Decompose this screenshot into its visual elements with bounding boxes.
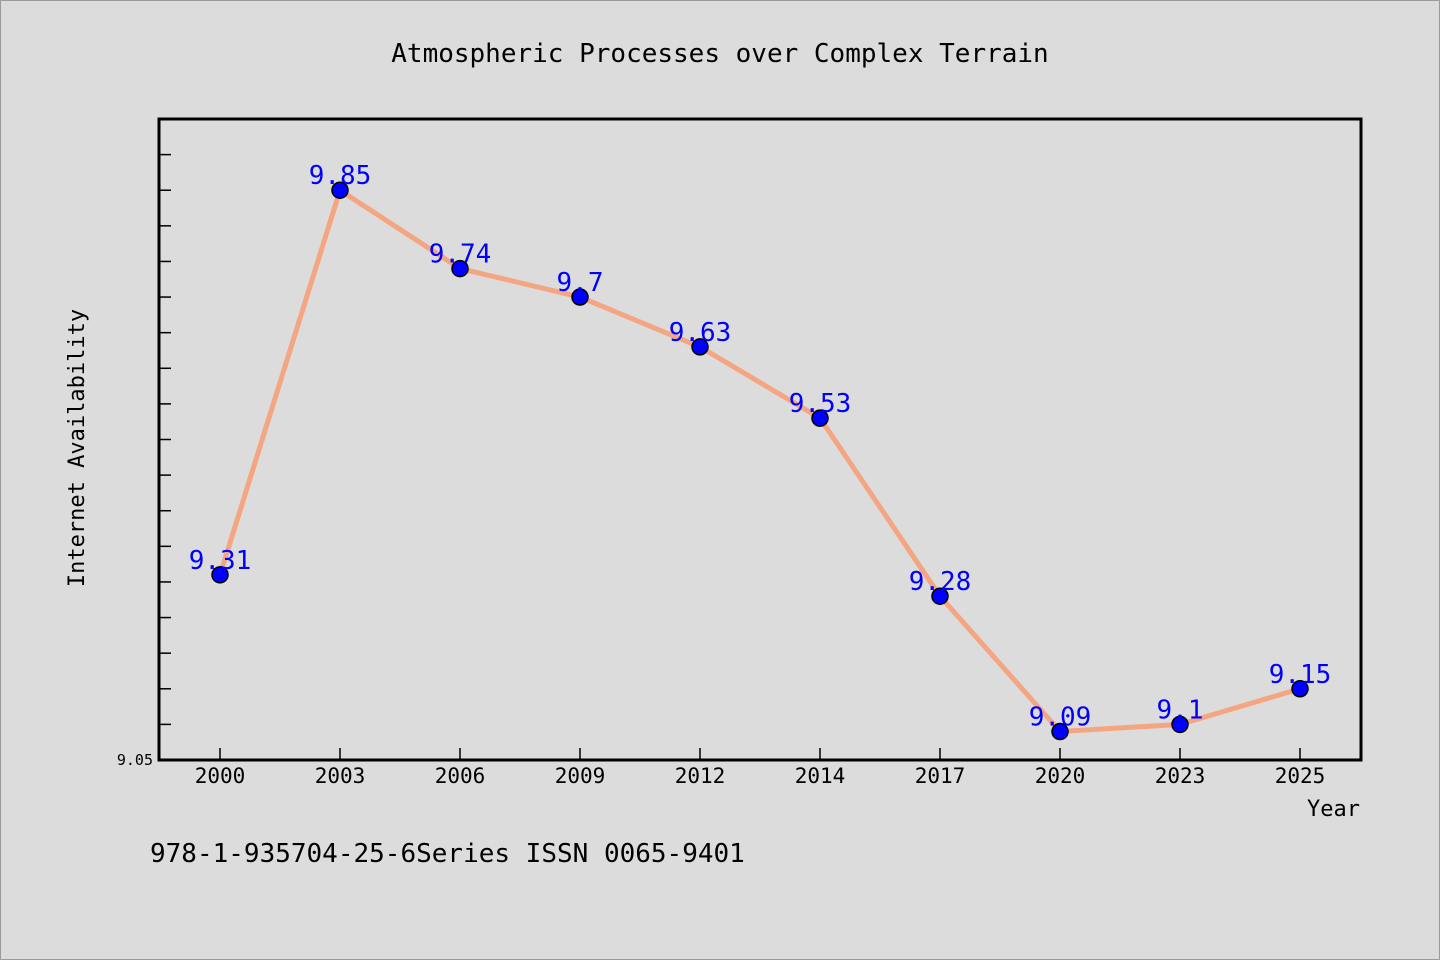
x-axis-ticks: 2000 2003 2006 2009 2012 2014 2017 2020 2023 2025 bbox=[195, 748, 1326, 788]
data-labels: 9.31 9.85 9.74 9.7 9.63 9.53 9.28 9.09 9.1 9.15 bbox=[189, 161, 1332, 732]
footer-isbn-text: 978-1-935704-25-6Series ISSN 0065-9401 bbox=[150, 839, 745, 869]
y-axis-ticks: 9.05 bbox=[117, 118, 171, 769]
data-point bbox=[691, 338, 709, 356]
y-axis-label: Internet Availability bbox=[65, 309, 90, 587]
x-tick-label: 2012 bbox=[675, 764, 726, 788]
data-label: 9.63 bbox=[669, 318, 732, 348]
x-tick-label: 2003 bbox=[315, 764, 366, 788]
data-point bbox=[811, 409, 829, 427]
data-points bbox=[211, 181, 1309, 741]
series-line bbox=[217, 187, 1303, 735]
x-tick-label: 2025 bbox=[1275, 764, 1326, 788]
x-tick-label: 2000 bbox=[195, 764, 246, 788]
data-point bbox=[451, 259, 469, 278]
x-tick-label: 2020 bbox=[1035, 764, 1086, 788]
x-tick-label: 2017 bbox=[915, 764, 966, 788]
data-label: 9.1 bbox=[1157, 695, 1204, 725]
data-point bbox=[571, 288, 589, 306]
data-label: 9.53 bbox=[789, 389, 852, 419]
y-tick-label: 9.05 bbox=[117, 751, 153, 769]
data-point bbox=[1291, 680, 1309, 698]
data-point bbox=[931, 587, 949, 605]
x-tick-label: 2006 bbox=[435, 764, 486, 788]
data-point bbox=[211, 566, 229, 584]
data-label: 9.15 bbox=[1269, 660, 1332, 690]
data-label: 9.74 bbox=[429, 240, 492, 270]
series-line-group bbox=[217, 187, 1303, 735]
chart-title: Atmospheric Processes over Complex Terra… bbox=[391, 39, 1048, 69]
data-point bbox=[1171, 715, 1189, 734]
x-tick-label: 2023 bbox=[1155, 764, 1206, 788]
x-tick-label: 2009 bbox=[555, 764, 606, 788]
plot-area bbox=[157, 117, 1363, 762]
data-label: 9.28 bbox=[909, 567, 972, 597]
data-label: 9.7 bbox=[557, 268, 604, 298]
data-point bbox=[331, 181, 349, 199]
x-tick-label: 2014 bbox=[795, 764, 846, 788]
x-axis-label: Year bbox=[1307, 797, 1360, 822]
data-label: 9.09 bbox=[1029, 703, 1092, 733]
data-label: 9.85 bbox=[309, 161, 372, 191]
data-point bbox=[1051, 722, 1069, 741]
data-label: 9.31 bbox=[189, 546, 252, 576]
